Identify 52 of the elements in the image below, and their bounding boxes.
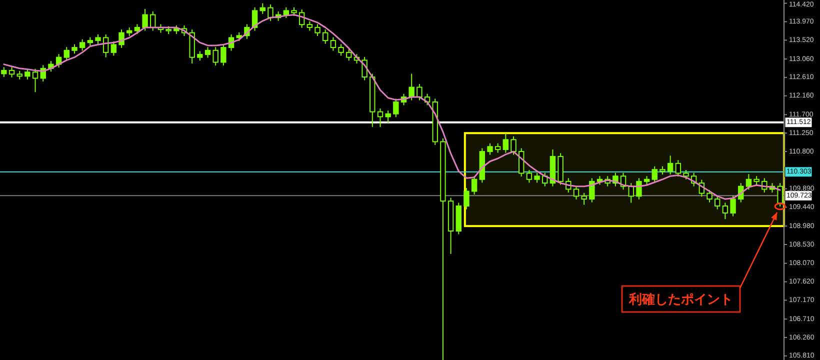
candlestick [306,20,313,32]
candlestick [408,73,414,101]
candlestick [134,24,140,34]
candlestick [636,178,642,200]
candlestick [1,66,7,78]
candlestick [393,98,399,118]
candlestick [24,68,30,80]
candlestick [683,169,689,180]
candlestick [204,46,211,58]
candlestick [330,36,336,52]
candlestick [706,190,712,203]
candlestick [220,44,226,66]
candlestick [487,142,493,156]
candlestick [746,174,752,190]
candlestick [197,50,203,62]
candlestick [416,83,422,101]
candlestick [268,4,274,22]
candlestick [142,8,148,32]
annotation: 利確したポイント [628,291,733,306]
candlestick [72,44,78,54]
candlestick [722,202,728,220]
candlestick [471,176,478,196]
candlestick [95,34,101,44]
candlestick [32,68,38,93]
candlestick [502,132,509,154]
candlestick [322,28,328,44]
candlestick [652,166,658,184]
candlestick [510,136,516,156]
candlestick [110,40,117,56]
candlestick [581,192,587,206]
candlestick [260,2,266,14]
candlestick [385,110,391,124]
candlestick [79,38,86,52]
candlestick [714,195,720,210]
candlestick [64,46,70,62]
candlestick [589,178,595,203]
candlestick [377,108,384,128]
candlestick [338,44,344,56]
candlestick [212,46,218,66]
candlestick [494,142,501,154]
candlestick [464,187,470,210]
candlestick [526,169,532,184]
candlestick [283,6,290,19]
candlestick [102,34,109,58]
candlestick [8,66,15,78]
candlestick [534,172,540,184]
candlestick [346,48,352,62]
candlestick [314,24,320,37]
candlestick [730,195,736,217]
candlestick [667,155,674,175]
candlestick [573,185,580,200]
candlestick [675,160,682,178]
